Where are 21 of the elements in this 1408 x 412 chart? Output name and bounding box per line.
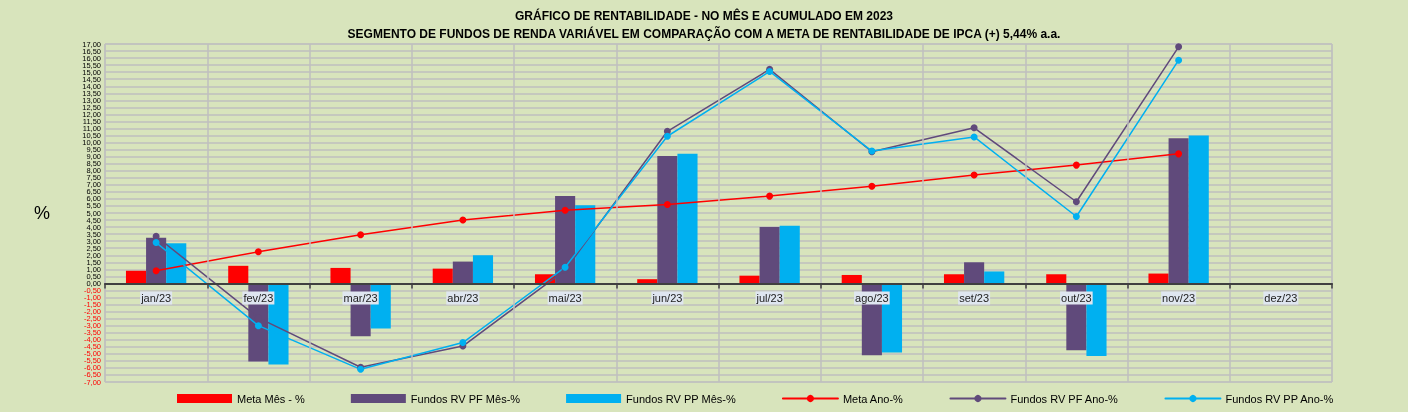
x-tick-label: jan/23 (140, 291, 172, 304)
x-tick-label: ago/23 (855, 291, 889, 304)
legend-label: Fundos RV PF Mês-% (410, 392, 521, 405)
chart-title: GRÁFICO DE RENTABILIDADE - NO MÊS E ACUMULADO EM 2023 (514, 8, 894, 23)
legend-label: Fundos RV PP Ano-% (1225, 392, 1334, 405)
x-tick-label: nov/23 (1162, 291, 1196, 304)
x-tick-label: mar/23 (343, 291, 378, 304)
x-tick-label: out/23 (1061, 291, 1092, 304)
legend-label: Fundos RV PF Ano-% (1010, 392, 1119, 405)
x-tick-label: abr/23 (447, 291, 479, 304)
x-tick-label: fev/23 (243, 291, 274, 304)
legend-label: Fundos RV PP Mês-% (626, 392, 736, 405)
y-axis-title: % (33, 203, 50, 223)
x-tick-label: mai/23 (548, 291, 582, 304)
x-tick-label: jul/23 (755, 291, 783, 304)
x-tick-label: dez/23 (1264, 291, 1298, 304)
chart-subtitle: SEGMENTO DE FUNDOS DE RENDA VARIÁVEL EM COMPARAÇÃO COM A META DE RENTABILIDADE DE IPCA (+) 5,44% a.a. (347, 26, 1061, 41)
legend-label: Meta Mês - % (237, 392, 306, 405)
x-tick-label: jun/23 (651, 291, 683, 304)
x-tick-label: set/23 (959, 291, 990, 304)
legend-label: Meta Ano-% (842, 392, 904, 405)
